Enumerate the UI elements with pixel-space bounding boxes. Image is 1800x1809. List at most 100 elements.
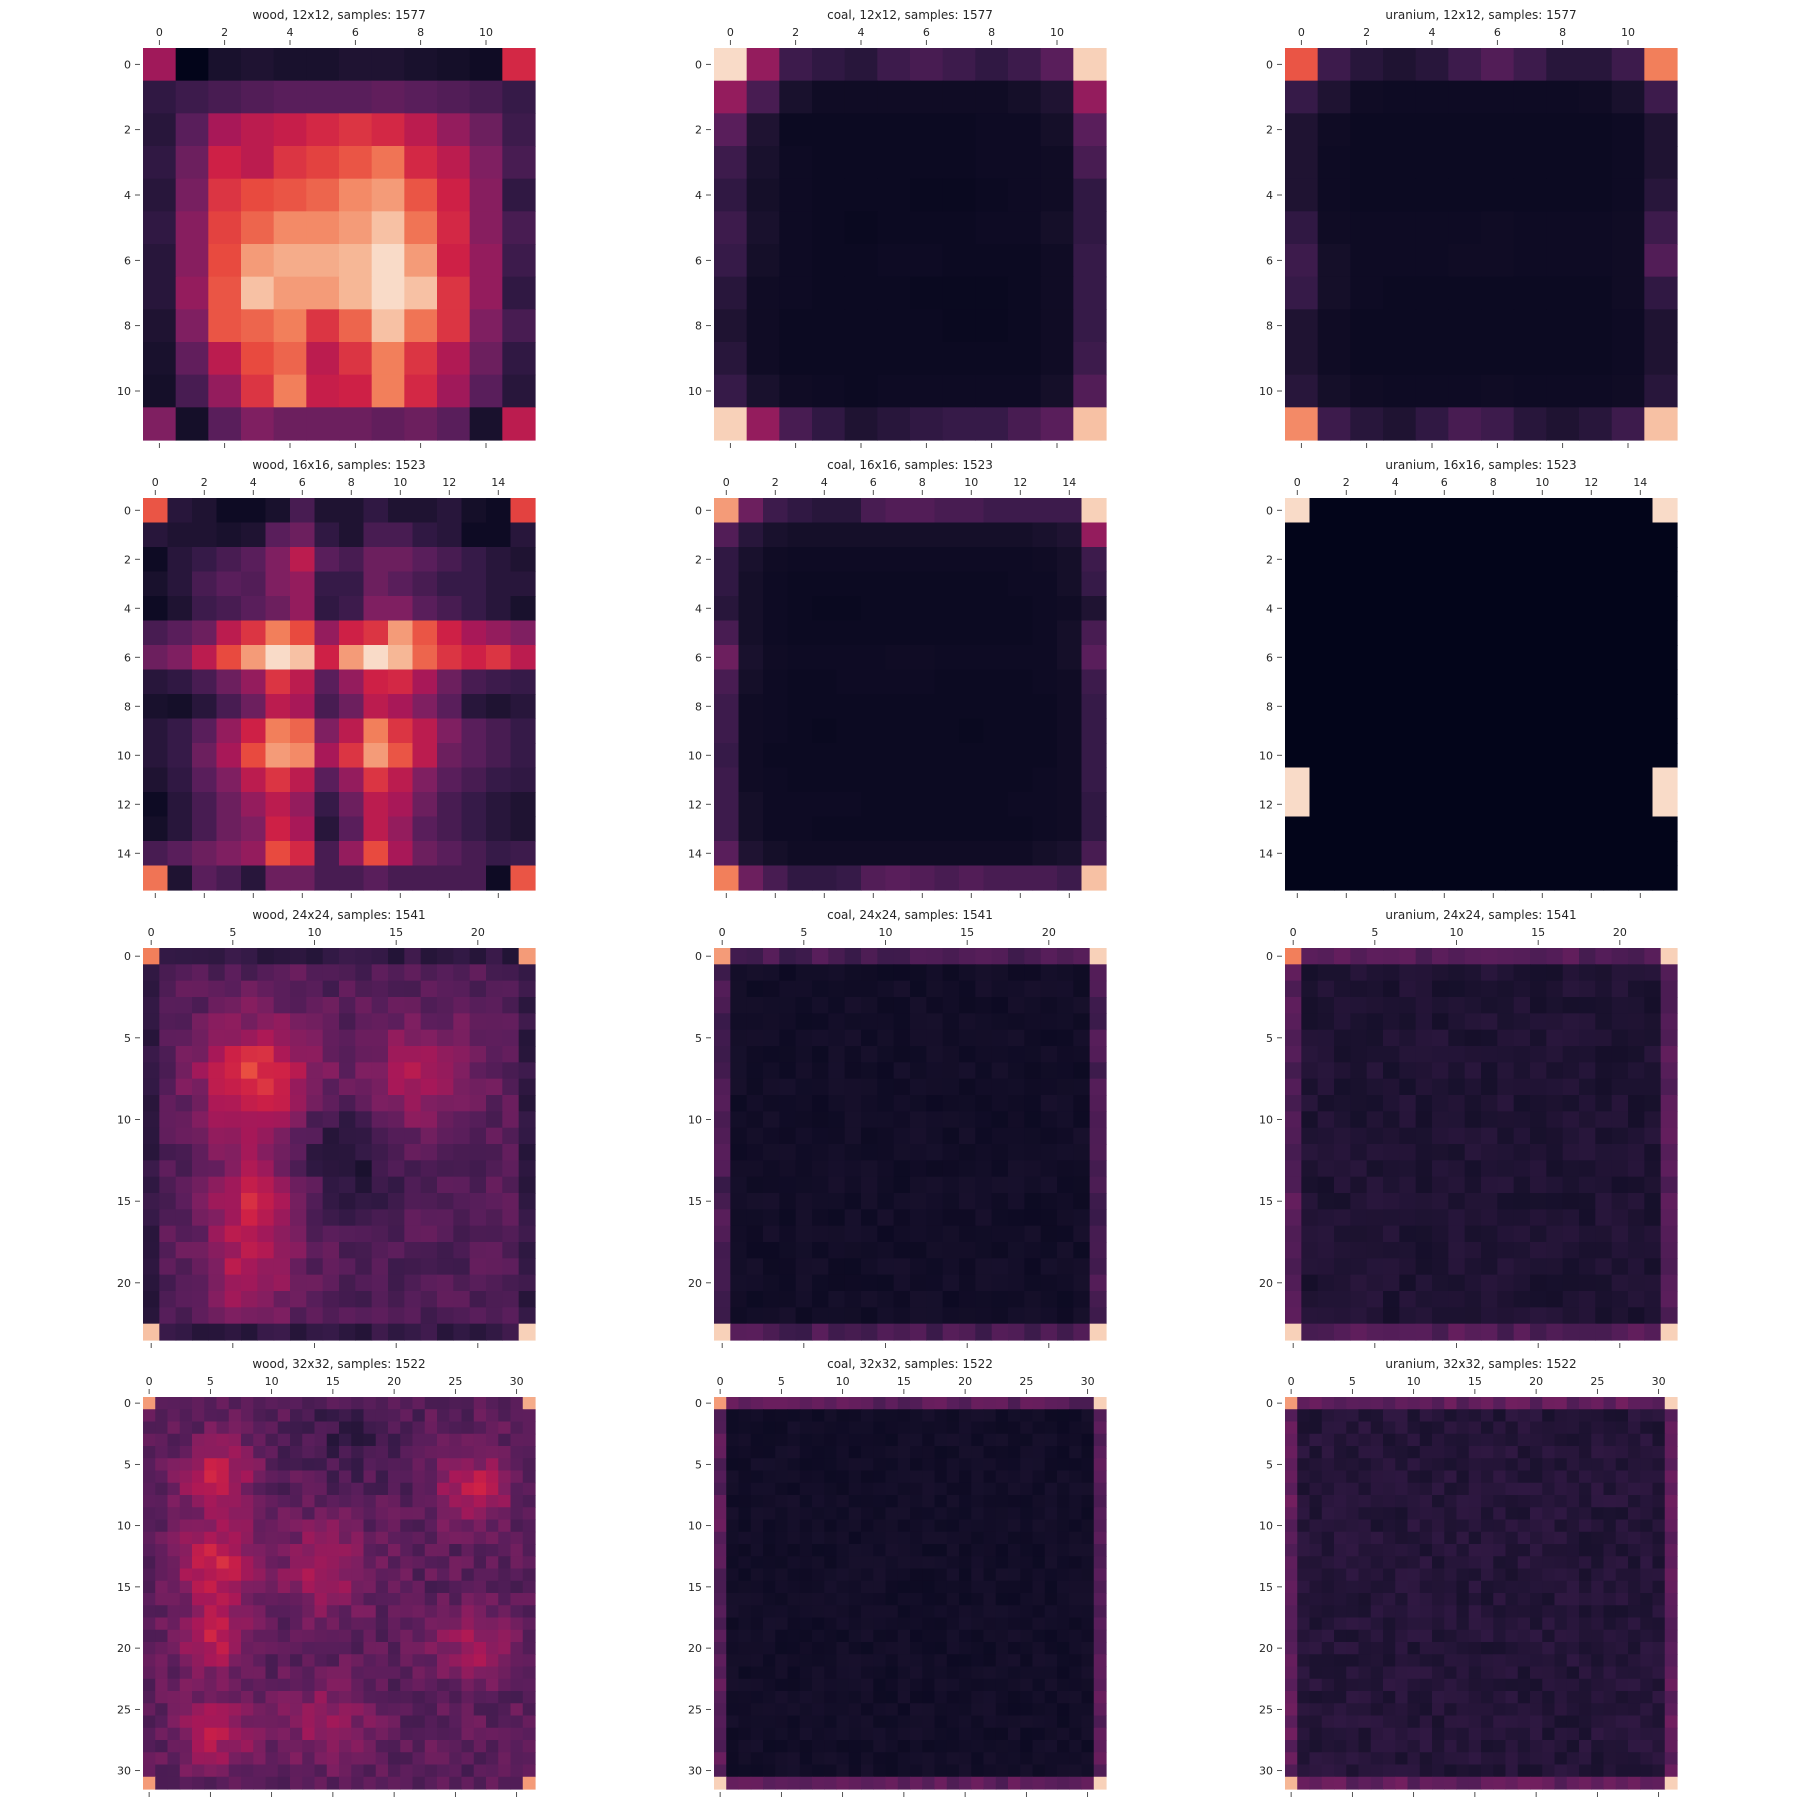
heatmap-cell — [1595, 1111, 1612, 1128]
heatmap-cell — [404, 1193, 421, 1210]
heatmap-cell — [1285, 1030, 1302, 1047]
heatmap-cell — [498, 1605, 511, 1618]
heatmap-cell — [1661, 1193, 1678, 1210]
heatmap-cell — [437, 1209, 454, 1226]
heatmap-cell — [1094, 1630, 1107, 1643]
y-tick-label: 6 — [695, 254, 702, 267]
heatmap-cell — [812, 1258, 829, 1275]
y-tick-label: 10 — [688, 385, 702, 398]
heatmap-cell — [779, 48, 812, 81]
heatmap-cell — [824, 1397, 837, 1410]
heatmap-cell — [372, 1128, 389, 1145]
y-tick-label: 15 — [117, 1581, 131, 1594]
heatmap-cell — [453, 1226, 470, 1243]
heatmap-cell — [910, 670, 935, 695]
heatmap-cell — [824, 1458, 837, 1471]
heatmap-cell — [1546, 1144, 1563, 1161]
heatmap-cell — [763, 1483, 776, 1496]
heatmap-cell — [474, 1654, 487, 1667]
heatmap-cell — [502, 244, 535, 277]
heatmap-cell — [180, 1507, 193, 1520]
heatmap-cell — [714, 1242, 731, 1259]
heatmap-cell — [413, 1495, 426, 1508]
heatmap-cell — [1653, 768, 1678, 793]
heatmap-cell — [1497, 981, 1514, 998]
heatmap-cell — [278, 1691, 291, 1704]
heatmap-cell — [413, 1618, 426, 1631]
heatmap-cell — [1318, 1128, 1335, 1145]
heatmap-cell — [1073, 1226, 1090, 1243]
heatmap-cell — [1301, 1095, 1318, 1112]
heatmap-cell — [192, 1062, 209, 1079]
heatmap-cell — [168, 572, 193, 597]
heatmap-cell — [1310, 498, 1335, 523]
heatmap-cell — [229, 1703, 242, 1716]
heatmap-cell — [828, 1209, 845, 1226]
heatmap-cell — [849, 1630, 862, 1643]
heatmap-cell — [763, 1013, 780, 1030]
heatmap-cell — [1334, 694, 1359, 719]
heatmap-cell — [1612, 997, 1629, 1014]
heatmap-cell — [1082, 1630, 1095, 1643]
heatmap-cell — [413, 1556, 426, 1569]
heatmap-cell — [747, 1258, 764, 1275]
heatmap-cell — [486, 1483, 499, 1496]
heatmap-cell — [486, 1679, 499, 1692]
heatmap-cell — [714, 1422, 727, 1435]
heatmap-cell — [449, 1703, 462, 1716]
heatmap-cell — [898, 1495, 911, 1508]
heatmap-cell — [388, 621, 413, 646]
heatmap-cell — [339, 1095, 356, 1112]
heatmap-cell — [849, 1397, 862, 1410]
heatmap-cell — [278, 1532, 291, 1545]
heatmap-cell — [1073, 1095, 1090, 1112]
heatmap-cell — [168, 1520, 181, 1533]
heatmap-cell — [339, 1642, 352, 1655]
heatmap-cell — [935, 523, 960, 548]
heatmap-cell — [861, 1569, 874, 1582]
heatmap-cell — [714, 1144, 731, 1161]
heatmap-cell — [845, 1209, 862, 1226]
heatmap-cell — [278, 1434, 291, 1447]
heatmap-cell — [323, 1062, 340, 1079]
heatmap-cell — [523, 1446, 536, 1459]
heatmap-cell — [726, 1520, 739, 1533]
heatmap-cell — [278, 1642, 291, 1655]
heatmap-cell — [453, 1079, 470, 1096]
heatmap-cell — [400, 1581, 413, 1594]
heatmap-cell — [339, 1618, 352, 1631]
heatmap-cell — [1008, 1242, 1025, 1259]
heatmap-cell — [1448, 81, 1481, 114]
heatmap-cell — [253, 1728, 266, 1741]
heatmap-cell — [796, 1128, 813, 1145]
heatmap-cell — [323, 1046, 340, 1063]
heatmap-cell — [1073, 1258, 1090, 1275]
heatmap-cell — [849, 1544, 862, 1557]
heatmap-cell — [180, 1422, 193, 1435]
heatmap-cell — [788, 1495, 801, 1508]
heatmap-cell — [143, 1556, 156, 1569]
heatmap-cell — [1073, 211, 1106, 244]
heatmap-cell — [1383, 146, 1416, 179]
heatmap-cell — [523, 1593, 536, 1606]
heatmap-cell — [996, 1581, 1009, 1594]
heatmap-cell — [449, 1581, 462, 1594]
heatmap-cell — [1318, 1307, 1335, 1324]
heatmap-cell — [315, 1446, 328, 1459]
heatmap-cell — [302, 1716, 315, 1729]
heatmap-cell — [192, 596, 217, 621]
heatmap-cell — [751, 1446, 764, 1459]
heatmap-cell — [486, 1556, 499, 1569]
heatmap-cell — [1033, 1446, 1046, 1459]
heatmap-cell — [437, 48, 470, 81]
heatmap-cell — [1301, 1324, 1318, 1341]
heatmap-cell — [208, 1177, 225, 1194]
x-tick-label: 6 — [1494, 26, 1501, 39]
heatmap-cell — [474, 1716, 487, 1729]
heatmap-cell — [1530, 1209, 1547, 1226]
heatmap-cell — [1350, 1079, 1367, 1096]
heatmap-cell — [453, 1144, 470, 1161]
heatmap-cell — [1481, 1128, 1498, 1145]
heatmap-cell — [388, 1258, 405, 1275]
